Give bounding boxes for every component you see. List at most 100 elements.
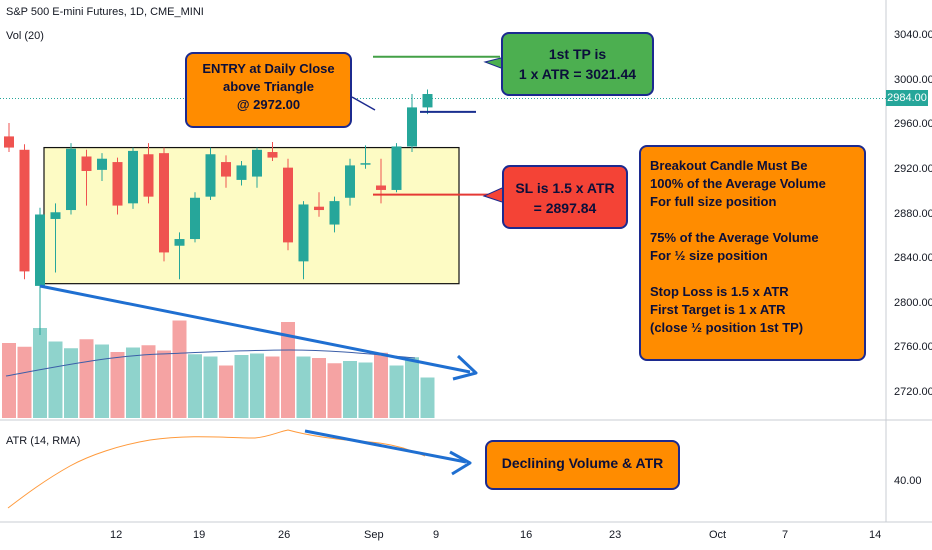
- atr-trend-arrowhead: [449, 450, 472, 476]
- volume-bar: [234, 355, 249, 418]
- candle-body: [407, 107, 417, 147]
- tp-line-2: 1 x ATR = 3021.44: [518, 66, 637, 82]
- atr-trend-line: [304, 429, 467, 464]
- volume-bar: [405, 357, 419, 418]
- time-tick-label: Oct: [709, 529, 727, 541]
- entry-line-1: ENTRY at Daily Close: [202, 61, 335, 76]
- price-tick-label: 2880.00: [894, 207, 932, 220]
- volume-bar: [48, 341, 63, 418]
- volume-bar: [203, 356, 218, 418]
- volume-bar: [420, 377, 435, 418]
- candle-body: [236, 165, 247, 180]
- candle-body: [345, 165, 355, 198]
- volume-bar: [389, 365, 404, 418]
- volume-bar: [79, 339, 94, 418]
- entry-pointer: [351, 96, 376, 111]
- time-tick-label: 19: [193, 529, 206, 541]
- volume-bar: [219, 365, 233, 418]
- sl-line-2: = 2897.84: [533, 200, 597, 216]
- price-tick-label: 2800.00: [894, 296, 932, 309]
- volume-indicator-label[interactable]: Vol (20): [6, 30, 44, 42]
- price-tick-label: 3000.00: [894, 73, 932, 86]
- entry-line-2: above Triangle: [222, 79, 315, 94]
- candle-body: [391, 146, 402, 190]
- candle-body: [314, 206, 324, 211]
- entry-line-3: @ 2972.00: [236, 97, 301, 112]
- take-profit-annotation: 1st TP is 1 x ATR = 3021.44: [501, 32, 654, 96]
- rules-line: For full size position: [650, 194, 777, 209]
- rules-line: 75% of the Average Volume: [650, 230, 819, 245]
- volume-trend-arrowhead: [452, 354, 478, 381]
- candle-body: [19, 149, 30, 272]
- volume-trend-line: [39, 284, 471, 374]
- time-tick-label: 9: [433, 529, 440, 541]
- volume-bar: [95, 344, 109, 418]
- price-tick-label: 2920.00: [894, 162, 932, 175]
- time-tick-label: 14: [869, 529, 882, 541]
- rules-annotation: Breakout Candle Must Be 100% of the Aver…: [639, 145, 866, 361]
- atr-indicator-label[interactable]: ATR (14, RMA): [6, 435, 81, 447]
- volume-bar: [327, 363, 342, 418]
- candle-body: [376, 185, 386, 190]
- volume-bar: [172, 320, 187, 418]
- time-tick-label: 7: [782, 529, 789, 541]
- symbol-title[interactable]: S&P 500 E-mini Futures, 1D, CME_MINI: [6, 6, 204, 18]
- time-tick-label: 12: [110, 529, 123, 541]
- time-tick-label: 26: [278, 529, 291, 541]
- tp-pointer: [483, 57, 502, 69]
- candle-body: [128, 150, 138, 204]
- volume-bar: [2, 343, 16, 418]
- candle-body: [283, 167, 293, 243]
- candle-body: [298, 204, 309, 262]
- price-tick-label: 2760.00: [894, 341, 932, 354]
- tp-line-1: 1st TP is: [548, 46, 607, 62]
- rules-line: [650, 265, 864, 283]
- rules-line: (close ½ position 1st TP): [650, 320, 804, 335]
- candle-body: [143, 154, 154, 197]
- candle-body: [267, 152, 278, 158]
- candle-body: [205, 154, 216, 197]
- volume-bar: [312, 358, 326, 418]
- volume-bar: [188, 354, 202, 418]
- candle-body: [174, 239, 185, 246]
- candle-body: [50, 212, 61, 219]
- candle-body: [112, 162, 123, 206]
- candle-body: [35, 214, 45, 286]
- volume-bar: [157, 350, 171, 418]
- entry-annotation: ENTRY at Daily Close above Triangle @ 29…: [185, 52, 352, 128]
- rules-line: Breakout Candle Must Be: [650, 158, 808, 173]
- volume-bar: [33, 328, 47, 418]
- candle-body: [422, 94, 433, 108]
- atr-axis-label: 40.00: [894, 475, 922, 487]
- rules-line: First Target is 1 x ATR: [650, 302, 786, 317]
- current-price-tag: 2984.00: [886, 90, 928, 106]
- price-tick-label: 2840.00: [894, 252, 932, 265]
- candle-body: [221, 162, 231, 177]
- stop-loss-annotation: SL is 1.5 x ATR = 2897.84: [502, 165, 628, 229]
- time-tick-label: 16: [520, 529, 533, 541]
- candle-body: [329, 201, 340, 225]
- candle-body: [159, 153, 169, 253]
- volume-bar: [17, 346, 32, 418]
- price-tick-label: 2960.00: [894, 118, 932, 131]
- time-tick-label: 23: [609, 529, 622, 541]
- rules-line: Stop Loss is 1.5 x ATR: [650, 284, 789, 299]
- volume-bar: [265, 356, 280, 418]
- volume-bar: [343, 361, 357, 418]
- volume-bar: [374, 352, 388, 418]
- price-tick-label: 2720.00: [894, 386, 932, 398]
- candle-body: [360, 163, 371, 165]
- declining-annotation: Declining Volume & ATR: [485, 440, 680, 490]
- candle-body: [190, 197, 200, 240]
- sl-line-1: SL is 1.5 x ATR: [515, 180, 615, 196]
- volume-ma-line: [5, 349, 416, 377]
- volume-bar: [110, 352, 125, 418]
- candle-body: [97, 158, 107, 170]
- candle-body: [252, 149, 262, 177]
- rules-line: [650, 211, 864, 229]
- sl-pointer: [482, 187, 503, 203]
- volume-bar: [141, 345, 156, 418]
- candle-body: [66, 148, 76, 211]
